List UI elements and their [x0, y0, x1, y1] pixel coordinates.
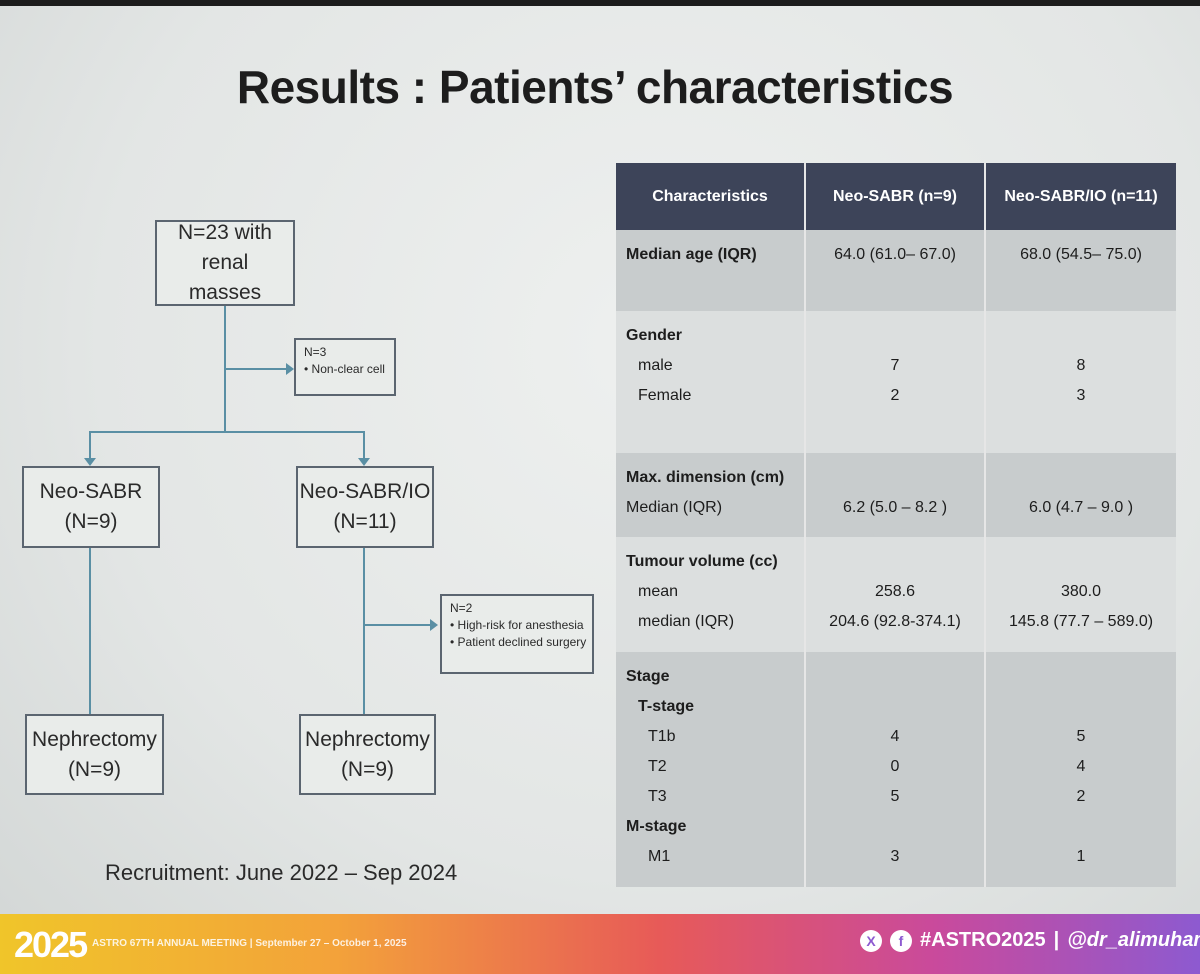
- row-sublabel: male: [638, 357, 673, 374]
- cell-value: 3: [890, 848, 900, 865]
- cell-value: 0: [890, 758, 900, 775]
- table-header-row: Characteristics Neo-SABR (n=9) Neo-SABR/…: [616, 163, 1176, 230]
- table-row-volume: Tumour volume (cc) mean median (IQR) 258…: [616, 537, 1176, 652]
- flow-box-neo-sabr: Neo-SABR (N=9): [22, 466, 160, 548]
- cell-value: 3: [1076, 387, 1086, 404]
- cell-value: 8: [1076, 357, 1086, 374]
- cell-value: 2: [1076, 788, 1086, 805]
- row-label: Stage: [626, 668, 670, 685]
- flow-box-nephrectomy-right: Nephrectomy (N=9): [299, 714, 436, 795]
- connector-line: [89, 431, 91, 461]
- row-label: Gender: [626, 327, 683, 344]
- row-sublabel: M-stage: [626, 818, 687, 835]
- arrowhead: [84, 458, 96, 466]
- arrowhead: [358, 458, 370, 466]
- cell-value: 204.6 (92.8-374.1): [829, 613, 961, 630]
- meeting-info: ASTRO 67TH ANNUAL MEETING | September 27…: [92, 938, 407, 949]
- row-sublabel: T-stage: [638, 698, 695, 715]
- cell-value: 380.0: [1060, 583, 1102, 600]
- connector-line: [363, 548, 365, 714]
- table-row-gender: Gender male Female 7 2 8 3: [616, 311, 1176, 453]
- conference-footer: 2025 ASTRO 67TH ANNUAL MEETING | Septemb…: [0, 914, 1200, 974]
- astro-logo: 2025: [14, 924, 88, 965]
- characteristics-table: Characteristics Neo-SABR (n=9) Neo-SABR/…: [616, 163, 1176, 887]
- x-icon: X: [860, 929, 882, 952]
- twitter-handle: @dr_alimuhammad: [1067, 929, 1200, 951]
- row-sublabel: median (IQR): [638, 613, 735, 630]
- cell-value: 1: [1076, 848, 1086, 865]
- table-header: Neo-SABR (n=9): [805, 163, 986, 230]
- slide: Results : Patients’ characteristics N=23…: [0, 6, 1200, 974]
- arrowhead: [286, 363, 294, 375]
- cell-value: 145.8 (77.7 – 589.0): [1008, 613, 1154, 630]
- cell-value: 6.2 (5.0 – 8.2 ): [842, 499, 948, 516]
- connector-line: [363, 624, 433, 626]
- row-sublabel: T1b: [648, 728, 676, 745]
- exclusion-box-1: N=3 • Non-clear cell: [294, 338, 396, 396]
- row-sublabel: mean: [638, 583, 679, 600]
- cell-value: 5: [890, 788, 900, 805]
- row-label: Max. dimension (cm): [626, 469, 785, 486]
- connector-line: [89, 548, 91, 714]
- table-row-age: Median age (IQR) 64.0 (61.0– 67.0) 68.0 …: [616, 230, 1176, 311]
- facebook-icon: f: [890, 929, 912, 952]
- cell-value: 4: [1076, 758, 1086, 775]
- table-row-stage: Stage T-stage T1b T2 T3 M-stage M1 4 0 5…: [616, 652, 1176, 887]
- table-header: Neo-SABR/IO (n=11): [985, 163, 1176, 230]
- flow-box-nephrectomy-left: Nephrectomy (N=9): [25, 714, 164, 795]
- hashtag: #ASTRO2025: [920, 929, 1046, 951]
- cell-value: 5: [1076, 728, 1086, 745]
- slide-title: Results : Patients’ characteristics: [236, 61, 954, 113]
- connector-line: [89, 431, 365, 433]
- flow-box-total: N=23 with renal masses: [155, 220, 295, 306]
- cell-value: 2: [890, 387, 900, 404]
- table-row-dimension: Max. dimension (cm) Median (IQR) 6.2 (5.…: [616, 453, 1176, 537]
- row-sublabel: Median (IQR): [626, 499, 723, 516]
- recruitment-note: Recruitment: June 2022 – Sep 2024: [105, 860, 458, 885]
- cell-value: 4: [890, 728, 900, 745]
- flow-box-neo-sabr-io: Neo-SABR/IO (N=11): [296, 466, 434, 548]
- social-bar: X f #ASTRO2025 | @dr_alimuhammad: [860, 929, 1200, 952]
- row-label: Median age (IQR): [626, 246, 757, 263]
- row-sublabel: T3: [648, 788, 667, 805]
- cell-value: 258.6: [874, 583, 916, 600]
- row-label: Tumour volume (cc): [626, 553, 778, 570]
- cell-value: 6.0 (4.7 – 9.0 ): [1028, 499, 1134, 516]
- connector-line: [363, 431, 365, 461]
- cell-value: 64.0 (61.0– 67.0): [834, 246, 956, 263]
- connector-line: [224, 368, 290, 370]
- exclusion-box-2: N=2 • High-risk for anesthesia • Patient…: [440, 594, 594, 674]
- row-sublabel: M1: [648, 848, 671, 865]
- cell-value: 7: [890, 357, 900, 374]
- table-header: Characteristics: [616, 163, 806, 230]
- row-sublabel: T2: [648, 758, 667, 775]
- cell-value: 68.0 (54.5– 75.0): [1020, 246, 1142, 263]
- arrowhead: [430, 619, 438, 631]
- separator: |: [1053, 929, 1060, 951]
- row-sublabel: Female: [638, 387, 692, 404]
